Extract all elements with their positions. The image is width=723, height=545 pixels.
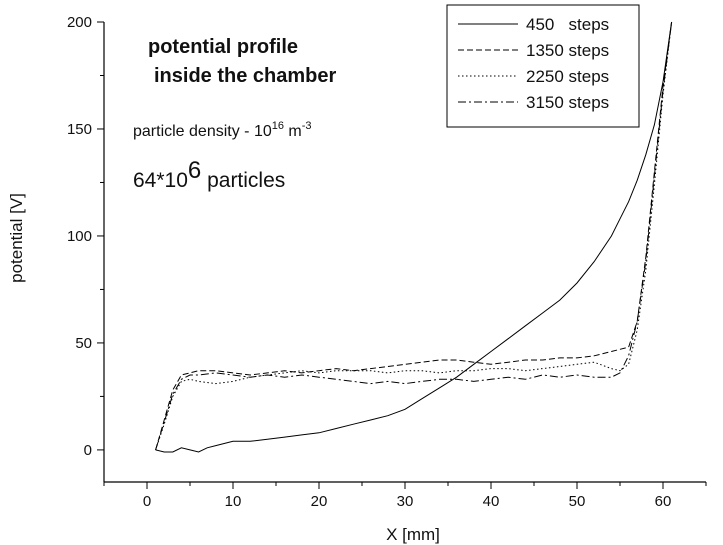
legend-label-1: 450 steps bbox=[526, 15, 609, 34]
series-line-3 bbox=[155, 21, 673, 451]
x-tick-label: 20 bbox=[311, 493, 328, 510]
particles-suffix: particles bbox=[201, 169, 285, 192]
plot-area: 0 10 20 30 40 50 60 0 50 100 150 200 bbox=[67, 14, 707, 510]
density-unit: m bbox=[284, 123, 302, 140]
legend: 450 steps 1350 steps 2250 steps 3150 steps bbox=[446, 4, 640, 128]
series-line-1 bbox=[155, 21, 673, 453]
particle-count-annotation: 64*106 particles bbox=[133, 157, 285, 192]
density-exponent: 16 bbox=[272, 120, 284, 132]
y-axis-title: potential [V] bbox=[7, 193, 26, 283]
density-prefix: particle density - 10 bbox=[133, 123, 272, 140]
y-tick-label: 0 bbox=[84, 442, 92, 459]
chart-title-line2: inside the chamber bbox=[154, 65, 336, 87]
chart-title-line1: potential profile bbox=[148, 36, 298, 58]
x-axis-title: X [mm] bbox=[386, 525, 440, 544]
x-tick-label: 0 bbox=[143, 493, 151, 510]
particles-prefix: 64*10 bbox=[133, 169, 188, 192]
particles-exponent: 6 bbox=[188, 157, 201, 184]
series-line-2 bbox=[155, 21, 673, 451]
x-tick-label: 50 bbox=[569, 493, 586, 510]
x-tick-label: 40 bbox=[483, 493, 500, 510]
series-line-4 bbox=[155, 21, 673, 451]
y-tick-label: 50 bbox=[75, 335, 92, 352]
x-tick-label: 30 bbox=[397, 493, 414, 510]
particle-density-annotation: particle density - 1016 m-3 bbox=[133, 120, 312, 140]
x-tick-label: 10 bbox=[225, 493, 242, 510]
legend-box bbox=[446, 4, 640, 128]
y-tick-label: 200 bbox=[67, 14, 92, 31]
y-tick-label: 100 bbox=[67, 228, 92, 245]
density-unit-exponent: -3 bbox=[302, 120, 312, 132]
legend-label-2: 1350 steps bbox=[526, 41, 609, 60]
x-tick-label: 60 bbox=[655, 493, 672, 510]
legend-label-3: 2250 steps bbox=[526, 67, 609, 86]
y-tick-label: 150 bbox=[67, 121, 92, 138]
legend-label-4: 3150 steps bbox=[526, 93, 609, 112]
